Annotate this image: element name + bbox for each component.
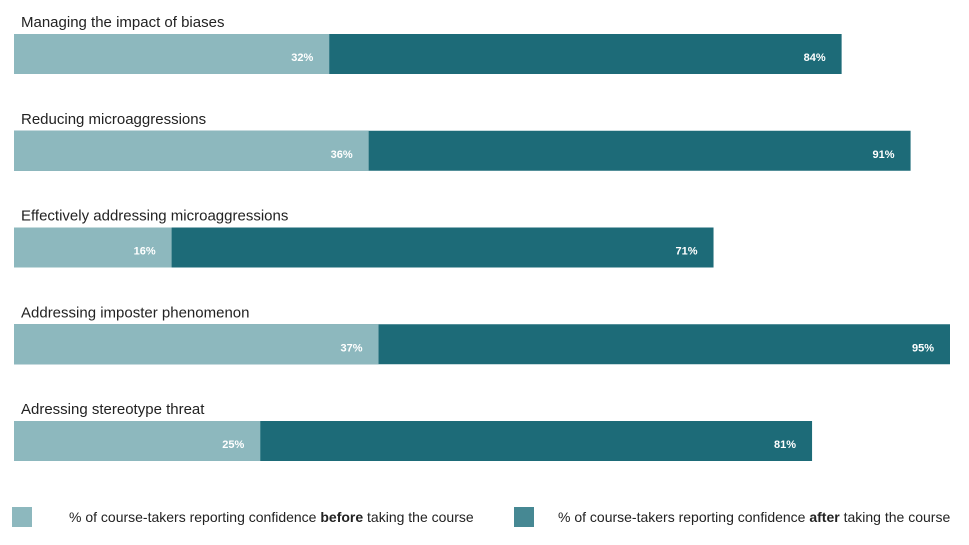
value-label-before: 37%: [341, 342, 363, 354]
category-label: Effectively addressing microaggressions: [21, 208, 288, 225]
value-label-after: 84%: [804, 52, 826, 64]
legend-after-bold: after: [809, 509, 840, 525]
value-label-after: 81%: [774, 439, 796, 451]
bar-before: [14, 421, 261, 461]
legend-before-suffix: taking the course: [363, 509, 474, 525]
bar-before: [14, 130, 369, 171]
legend-before-swatch: [12, 507, 32, 527]
legend-before-text: % of course-takers reporting confidence …: [69, 509, 474, 525]
legend-before-bold: before: [320, 509, 364, 525]
category-label: Reducing microaggressions: [21, 111, 206, 128]
legend-after-prefix: % of course-takers reporting confidence: [558, 509, 810, 525]
bar-before: [14, 227, 172, 268]
value-label-before: 16%: [134, 246, 156, 258]
legend-after: % of course-takers reporting confidence …: [514, 506, 950, 528]
category-label: Managing the impact of biases: [21, 14, 224, 31]
category-label: Adressing stereotype threat: [21, 401, 205, 418]
legend-before-prefix: % of course-takers reporting confidence: [69, 509, 321, 525]
bar-before: [14, 324, 379, 365]
value-label-before: 25%: [222, 439, 244, 451]
value-label-before: 32%: [291, 52, 313, 64]
bar-chart: Managing the impact of biases 32% 84% Reduc…: [14, 14, 950, 461]
legend-after-swatch: [514, 507, 534, 527]
legend-after-text: % of course-takers reporting confidence …: [558, 509, 950, 525]
legend-before: % of course-takers reporting confidence …: [12, 506, 474, 528]
bar-before: [14, 34, 330, 74]
value-label-after: 91%: [873, 149, 895, 161]
value-label-after: 71%: [676, 246, 698, 258]
value-label-after: 95%: [912, 342, 934, 354]
category-label: Addressing imposter phenomenon: [21, 304, 249, 321]
value-label-before: 36%: [331, 149, 353, 161]
legend-after-suffix: taking the course: [839, 509, 951, 525]
